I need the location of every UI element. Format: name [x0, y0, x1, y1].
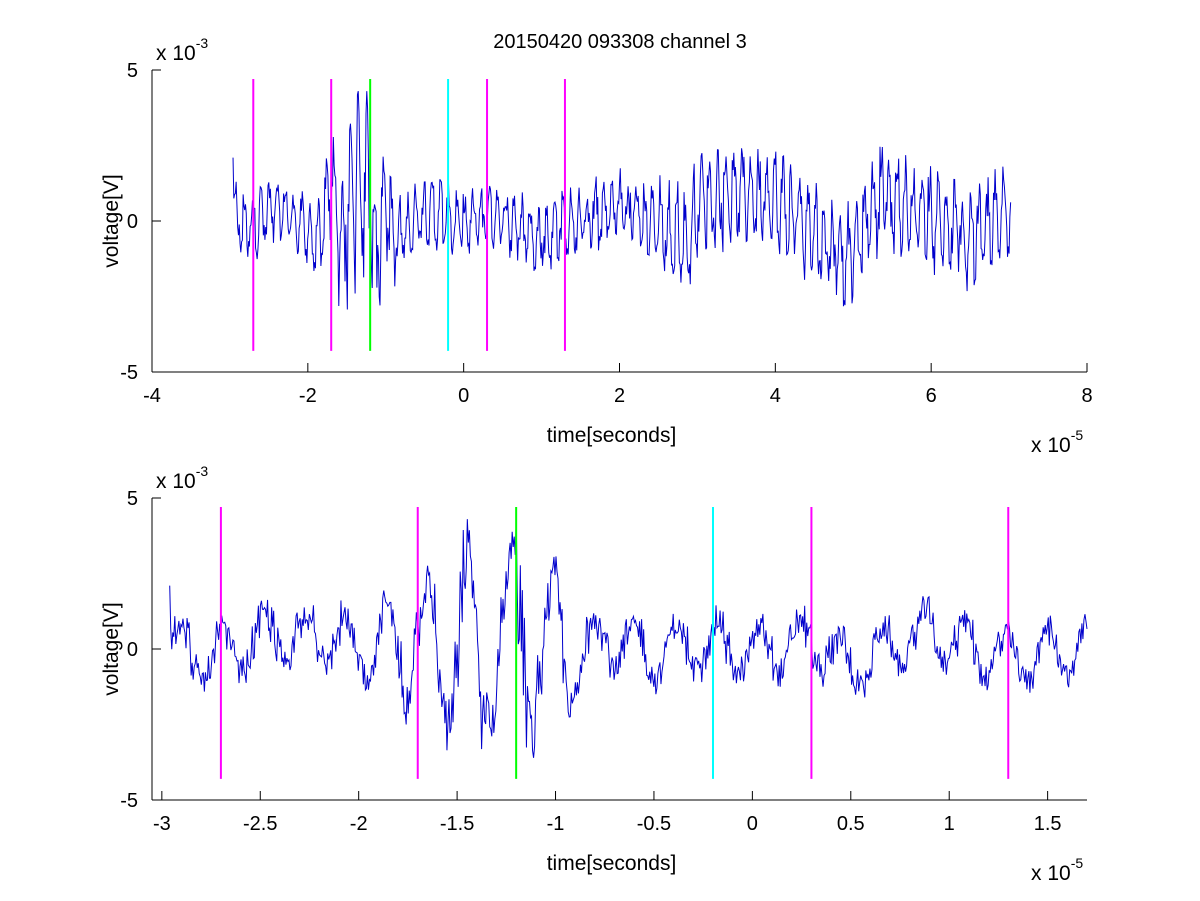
x-tick-label: -4 — [143, 385, 161, 407]
x-axis-label: time[seconds] — [547, 852, 677, 875]
y-tick-label: 5 — [127, 60, 138, 82]
x-multiplier: x 10-5 — [1031, 427, 1083, 457]
y-tick-label: 0 — [127, 639, 138, 661]
y-multiplier-base: x 10 — [156, 470, 196, 493]
y-axis-label: voltage[V] — [100, 602, 123, 695]
x-multiplier-base: x 10 — [1031, 862, 1071, 885]
y-multiplier: x 10-3 — [156, 463, 208, 493]
signal-line — [169, 519, 1088, 758]
signal-line — [232, 91, 1012, 310]
y-multiplier-exp: -3 — [196, 35, 209, 51]
x-tick-label: -2 — [350, 813, 368, 835]
y-axis-label: voltage[V] — [100, 174, 123, 267]
x-tick-label: 4 — [770, 385, 781, 407]
x-tick-label: 1 — [944, 813, 955, 835]
x-tick-label: -2.5 — [243, 813, 277, 835]
y-tick-label: 5 — [127, 488, 138, 510]
x-tick-label: 0 — [458, 385, 469, 407]
y-multiplier: x 10-3 — [156, 35, 208, 65]
x-multiplier-base: x 10 — [1031, 434, 1071, 457]
y-tick-label: -5 — [120, 790, 138, 812]
x-multiplier: x 10-5 — [1031, 855, 1083, 885]
x-tick-label: -3 — [153, 813, 171, 835]
x-tick-label: -1 — [547, 813, 565, 835]
x-tick-label: 6 — [926, 385, 937, 407]
x-multiplier-exp: -5 — [1071, 855, 1084, 871]
x-axis-label: time[seconds] — [547, 424, 677, 447]
x-tick-label: 0 — [747, 813, 758, 835]
y-tick-label: 0 — [127, 211, 138, 233]
y-tick-label: -5 — [120, 362, 138, 384]
y-multiplier-exp: -3 — [196, 463, 209, 479]
figure-title: 20150420 093308 channel 3 — [493, 31, 747, 53]
y-multiplier-base: x 10 — [156, 42, 196, 65]
x-multiplier-exp: -5 — [1071, 427, 1084, 443]
x-tick-label: -1.5 — [440, 813, 474, 835]
x-tick-label: 8 — [1081, 385, 1092, 407]
x-tick-label: 0.5 — [837, 813, 865, 835]
x-tick-label: 1.5 — [1034, 813, 1062, 835]
x-tick-label: -2 — [299, 385, 317, 407]
x-tick-label: 2 — [614, 385, 625, 407]
x-tick-label: -0.5 — [637, 813, 671, 835]
